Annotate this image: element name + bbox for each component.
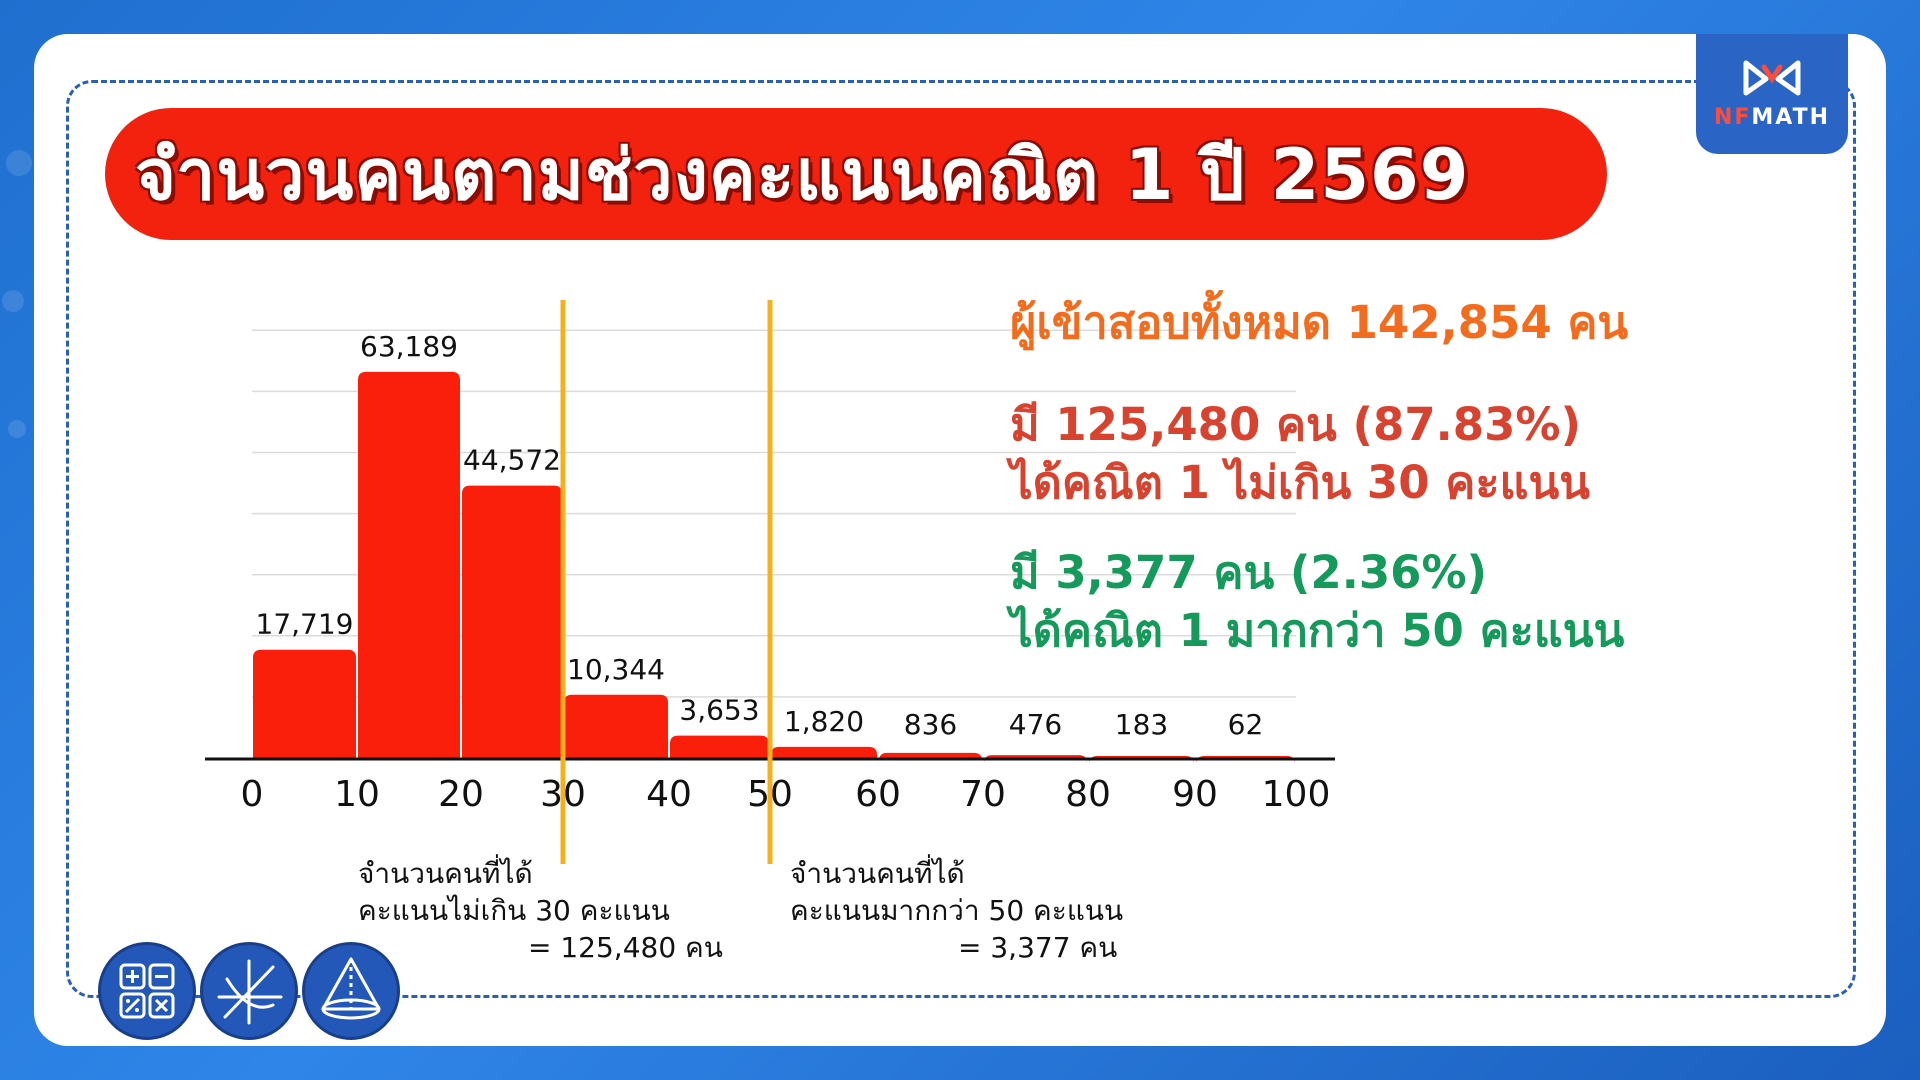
low-score-desc: ได้คณิต 1 ไม่เกิน 30 คะแนน xyxy=(1010,456,1591,509)
x-tick-label: 90 xyxy=(1172,774,1218,815)
histogram-bar xyxy=(564,694,668,758)
background-dot xyxy=(8,420,26,438)
x-tick-label: 60 xyxy=(855,774,901,815)
bar-value-label: 1,820 xyxy=(784,705,864,738)
note-high-line2: คะแนนมากกว่า 50 คะแนน xyxy=(790,894,1124,927)
page-title: จำนวนคนตามช่วงคะแนนคณิต 1 ปี 2569 xyxy=(135,133,1470,216)
logo-text-suffix: MATH xyxy=(1751,104,1831,130)
background-dot xyxy=(2,290,24,312)
note-low: จำนวนคนที่ได้ คะแนนไม่เกิน 30 คะแนน = 12… xyxy=(358,855,723,966)
histogram-bar xyxy=(253,649,356,758)
bar-value-label: 17,719 xyxy=(256,608,354,641)
logo-text-prefix: NF xyxy=(1713,104,1752,130)
low-score-summary: มี 125,480 คน (87.83%) ได้คณิต 1 ไม่เกิน… xyxy=(1010,396,1590,512)
x-tick-label: 70 xyxy=(960,774,1006,815)
bar-value-label: 63,189 xyxy=(360,330,458,363)
note-low-line1: จำนวนคนที่ได้ xyxy=(358,857,533,890)
x-tick-label: 10 xyxy=(334,774,380,815)
histogram-bar xyxy=(984,755,1087,764)
dashed-frame xyxy=(66,80,1856,998)
low-score-count: มี 125,480 คน (87.83%) xyxy=(1010,398,1582,451)
calculator-icon xyxy=(98,942,196,1040)
background-dot xyxy=(6,150,32,176)
nfmath-logo: NFMATH xyxy=(1696,34,1848,154)
high-score-count: มี 3,377 คน (2.36%) xyxy=(1010,546,1488,599)
note-low-line2: คะแนนไม่เกิน 30 คะแนน xyxy=(358,894,670,927)
cone-icon xyxy=(302,942,400,1040)
high-score-summary: มี 3,377 คน (2.36%) ได้คณิต 1 มากกว่า 50… xyxy=(1010,544,1624,660)
x-tick-label: 0 xyxy=(241,774,264,815)
bar-value-label: 10,344 xyxy=(567,653,665,686)
note-low-sum: = 125,480 คน xyxy=(528,931,723,964)
x-tick-label: 100 xyxy=(1262,774,1331,815)
note-high: จำนวนคนที่ได้ คะแนนมากกว่า 50 คะแนน = 3,… xyxy=(790,855,1123,966)
histogram-bar xyxy=(462,485,562,758)
bar-value-label: 836 xyxy=(904,708,957,741)
histogram-bar xyxy=(670,735,769,758)
bar-value-label: 3,653 xyxy=(679,694,759,727)
x-tick-label: 20 xyxy=(438,774,484,815)
note-high-sum: = 3,377 คน xyxy=(958,931,1118,964)
graph-axes-icon xyxy=(200,942,298,1040)
logo-mark-icon xyxy=(1743,60,1801,95)
logo-text: NFMATH xyxy=(1714,105,1830,130)
histogram-bar xyxy=(879,752,982,761)
histogram-bar xyxy=(771,746,877,758)
x-tick-label: 40 xyxy=(646,774,692,815)
total-examinees: ผู้เข้าสอบทั้งหมด 142,854 คน xyxy=(1010,296,1629,349)
bar-value-label: 44,572 xyxy=(463,444,561,477)
bar-value-label: 476 xyxy=(1009,708,1062,741)
bar-value-label: 62 xyxy=(1228,708,1264,741)
high-score-desc: ได้คณิต 1 มากกว่า 50 คะแนน xyxy=(1010,604,1625,657)
bar-value-label: 183 xyxy=(1115,708,1168,741)
x-tick-label: 80 xyxy=(1065,774,1111,815)
histogram-bar xyxy=(358,371,460,758)
note-high-line1: จำนวนคนที่ได้ xyxy=(790,857,965,890)
title-banner: จำนวนคนตามช่วงคะแนนคณิต 1 ปี 2569 xyxy=(105,108,1607,240)
